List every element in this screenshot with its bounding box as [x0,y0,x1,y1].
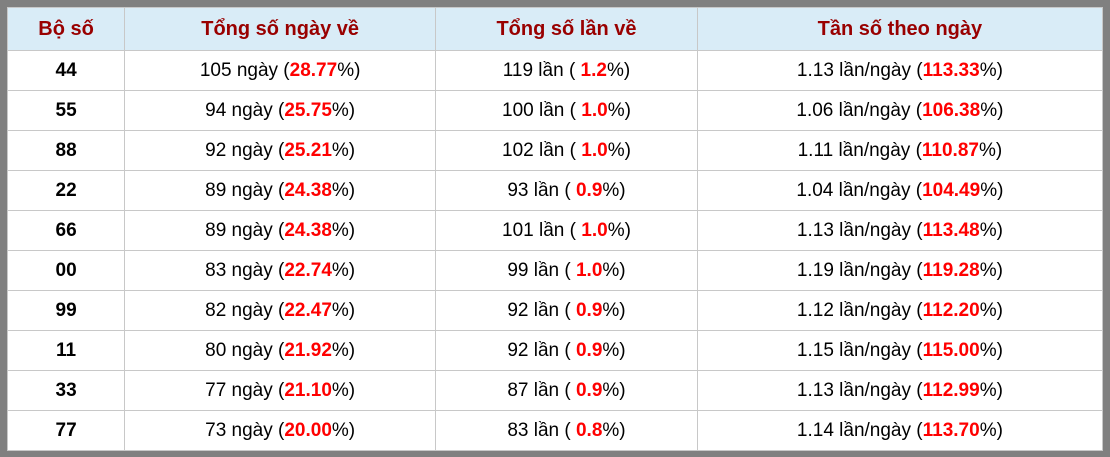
percentage-value: 1.2 [580,59,607,81]
cell-freq: 1.14 lần/ngày (113.70%) [696,410,1104,451]
percentage-value: 0.9 [575,379,603,401]
cell-pair: 11 [6,330,126,371]
cell-times: 87 lần ( 0.9%) [435,370,698,411]
table-row: 33 77 ngày (21.10%) 87 lần ( 0.9%) 1.13 lần… [6,370,1104,411]
cell-pair: 00 [6,250,126,291]
cell-pair: 77 [6,410,126,451]
cell-pair: 88 [6,130,126,171]
cell-days: 92 ngày (25.21%) [124,130,437,171]
percentage-value: 1.0 [575,259,603,281]
cell-days: 94 ngày (25.75%) [124,90,437,131]
cell-freq: 1.19 lần/ngày (119.28%) [696,250,1104,291]
table-body: 44 105 ngày (28.77%) 119 lần ( 1.2%) 1.13 l… [6,50,1104,451]
table-row: 88 92 ngày (25.21%) 102 lần ( 1.0%) 1.11 lầ… [6,130,1104,171]
cell-freq: 1.13 lần/ngày (112.99%) [696,370,1104,411]
cell-times: 93 lần ( 0.9%) [435,170,698,211]
table-row: 77 73 ngày (20.00%) 83 lần ( 0.8%) 1.14 lần… [6,410,1104,451]
percentage-value: 0.8 [575,419,603,441]
percentage-value: 1.0 [581,99,608,121]
percentage-value: 1.0 [581,219,608,241]
cell-days: 73 ngày (20.00%) [124,410,437,451]
table-row: 22 89 ngày (24.38%) 93 lần ( 0.9%) 1.04 lần… [6,170,1104,211]
percentage-value: 106.38 [922,99,981,121]
cell-pair: 22 [6,170,126,211]
cell-days: 80 ngày (21.92%) [124,330,437,371]
cell-days: 105 ngày (28.77%) [124,50,437,91]
cell-times: 102 lần ( 1.0%) [435,130,698,171]
cell-pair: 99 [6,290,126,331]
cell-days: 89 ngày (24.38%) [124,170,437,211]
percentage-value: 115.00 [922,339,980,361]
percentage-value: 104.49 [922,179,981,201]
cell-freq: 1.15 lần/ngày (115.00%) [696,330,1104,371]
percentage-value: 25.21 [284,139,332,161]
header-row: Bộ số Tổng số ngày về Tổng số lần về Tần… [6,7,1104,51]
col-header-days: Tổng số ngày về [124,7,437,51]
percentage-value: 1.0 [581,139,608,161]
cell-pair: 33 [6,370,126,411]
percentage-value: 21.10 [284,379,332,401]
percentage-value: 21.92 [284,339,332,361]
col-header-pair: Bộ số [6,7,126,51]
percentage-value: 22.47 [284,299,332,321]
cell-days: 83 ngày (22.74%) [124,250,437,291]
cell-times: 101 lần ( 1.0%) [435,210,698,251]
cell-freq: 1.06 lần/ngày (106.38%) [696,90,1104,131]
cell-freq: 1.12 lần/ngày (112.20%) [696,290,1104,331]
percentage-value: 113.33 [922,59,980,81]
percentage-value: 28.77 [289,59,338,81]
cell-freq: 1.13 lần/ngày (113.33%) [696,50,1104,91]
col-header-times: Tổng số lần về [435,7,698,51]
table-row: 44 105 ngày (28.77%) 119 lần ( 1.2%) 1.13 l… [6,50,1104,91]
table-row: 66 89 ngày (24.38%) 101 lần ( 1.0%) 1.13 lầ… [6,210,1104,251]
cell-freq: 1.11 lần/ngày (110.87%) [696,130,1104,171]
percentage-value: 0.9 [575,299,603,321]
cell-freq: 1.13 lần/ngày (113.48%) [696,210,1104,251]
cell-times: 92 lần ( 0.9%) [435,290,698,331]
percentage-value: 113.70 [922,419,980,441]
table-row: 11 80 ngày (21.92%) 92 lần ( 0.9%) 1.15 lần… [6,330,1104,371]
cell-times: 119 lần ( 1.2%) [435,50,698,91]
percentage-value: 0.9 [575,179,603,201]
percentage-value: 20.00 [284,419,332,441]
col-header-freq: Tần số theo ngày [696,7,1104,51]
percentage-value: 112.99 [922,379,980,401]
percentage-value: 24.38 [284,219,332,241]
table-header: Bộ số Tổng số ngày về Tổng số lần về Tần… [6,7,1104,51]
percentage-value: 112.20 [922,299,980,321]
percentage-value: 113.48 [922,219,980,241]
percentage-value: 0.9 [575,339,603,361]
cell-days: 89 ngày (24.38%) [124,210,437,251]
cell-times: 99 lần ( 1.0%) [435,250,698,291]
cell-pair: 44 [6,50,126,91]
percentage-value: 22.74 [284,259,332,281]
percentage-value: 24.38 [284,179,332,201]
table-row: 55 94 ngày (25.75%) 100 lần ( 1.0%) 1.06 lầ… [6,90,1104,131]
table-row: 00 83 ngày (22.74%) 99 lần ( 1.0%) 1.19 lần… [6,250,1104,291]
cell-pair: 66 [6,210,126,251]
cell-times: 92 lần ( 0.9%) [435,330,698,371]
table-row: 99 82 ngày (22.47%) 92 lần ( 0.9%) 1.12 lần… [6,290,1104,331]
cell-times: 100 lần ( 1.0%) [435,90,698,131]
percentage-value: 110.87 [921,139,979,161]
cell-days: 82 ngày (22.47%) [124,290,437,331]
percentage-value: 119.28 [922,259,980,281]
cell-pair: 55 [6,90,126,131]
cell-times: 83 lần ( 0.8%) [435,410,698,451]
percentage-value: 25.75 [284,99,332,121]
cell-days: 77 ngày (21.10%) [124,370,437,411]
lottery-stats-table: Bộ số Tổng số ngày về Tổng số lần về Tần… [6,7,1104,451]
cell-freq: 1.04 lần/ngày (104.49%) [696,170,1104,211]
